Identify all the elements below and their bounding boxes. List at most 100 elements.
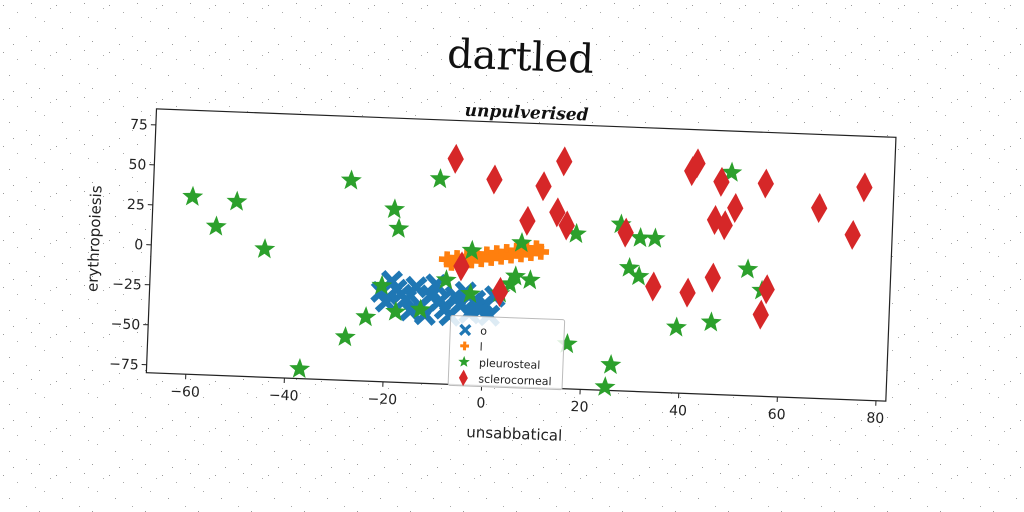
- point-sclerocorneal: [519, 205, 536, 236]
- x-tick-label: 80: [866, 410, 884, 427]
- point-l: [473, 251, 490, 268]
- point-sclerocorneal: [758, 274, 775, 305]
- data-points: [182, 143, 873, 397]
- point-pleurosteal: [628, 265, 650, 286]
- x-tick-label: −20: [367, 391, 397, 408]
- point-pleurosteal: [565, 222, 587, 244]
- point-pleurosteal: [618, 256, 640, 278]
- point-l: [508, 242, 525, 259]
- point-sclerocorneal: [679, 277, 696, 308]
- point-l: [498, 243, 515, 261]
- point-pleurosteal: [629, 226, 651, 248]
- point-pleurosteal: [700, 311, 722, 332]
- point-pleurosteal: [519, 269, 541, 290]
- point-pleurosteal: [384, 198, 406, 219]
- y-tick-label: 25: [127, 197, 145, 214]
- point-sclerocorneal: [844, 219, 861, 250]
- x-tick-label: −60: [170, 384, 200, 401]
- point-pleurosteal: [182, 185, 204, 206]
- point-pleurosteal: [334, 326, 356, 347]
- legend-label: l: [479, 340, 483, 353]
- y-tick-label: −25: [112, 276, 142, 293]
- point-pleurosteal: [594, 376, 616, 397]
- point-sclerocorneal: [491, 276, 509, 307]
- point-sclerocorneal: [556, 146, 573, 177]
- point-pleurosteal: [254, 238, 276, 259]
- point-pleurosteal: [600, 353, 622, 375]
- point-sclerocorneal: [447, 143, 464, 174]
- legend-label: pleurosteal: [479, 356, 541, 371]
- point-sclerocorneal: [704, 262, 721, 293]
- y-tick-label: 50: [128, 157, 146, 174]
- point-pleurosteal: [205, 215, 227, 236]
- point-l: [463, 252, 480, 269]
- point-l: [493, 248, 510, 265]
- axis-ticks: −60 −40 −20 0 20 40 60 80 −75 −50 −25 0 25 50 75: [109, 117, 885, 427]
- point-pleurosteal: [388, 217, 410, 238]
- point-l: [532, 243, 550, 260]
- x-tick-label: 60: [767, 407, 785, 424]
- legend-box: [447, 314, 566, 391]
- point-sclerocorneal: [617, 217, 634, 248]
- point-sclerocorneal: [716, 210, 733, 241]
- point-pleurosteal: [511, 232, 533, 253]
- point-sclerocorneal: [856, 172, 873, 203]
- legend-marker: [458, 355, 470, 367]
- y-tick-label: −50: [110, 316, 140, 333]
- legend-marker: [460, 341, 470, 351]
- point-pleurosteal: [409, 298, 431, 319]
- point-pleurosteal: [644, 227, 666, 248]
- point-l: [513, 246, 530, 263]
- point-pleurosteal: [666, 316, 687, 337]
- point-pleurosteal: [737, 258, 759, 279]
- point-pleurosteal: [610, 213, 632, 234]
- legend-marker: [459, 323, 472, 337]
- point-l: [488, 245, 505, 262]
- y-tick-label: 0: [134, 237, 144, 253]
- point-sclerocorneal: [558, 210, 575, 241]
- point-pleurosteal: [461, 239, 483, 260]
- point-pleurosteal: [340, 169, 362, 190]
- point-pleurosteal: [226, 190, 248, 211]
- point-l: [438, 251, 456, 268]
- point-sclerocorneal: [752, 299, 769, 330]
- y-tick-label: −75: [109, 356, 139, 373]
- point-pleurosteal: [289, 358, 311, 379]
- point-sclerocorneal: [453, 251, 470, 282]
- point-l: [528, 240, 545, 257]
- point-sclerocorneal: [549, 197, 566, 228]
- legend-marker: [458, 369, 468, 387]
- point-sclerocorneal: [757, 168, 774, 199]
- legend-label: o: [480, 325, 487, 338]
- point-l: [478, 246, 495, 263]
- point-l: [503, 247, 520, 264]
- x-tick-label: 40: [669, 403, 687, 420]
- point-sclerocorneal: [706, 205, 724, 236]
- y-axis-label: erythropoiesis: [83, 185, 105, 292]
- point-sclerocorneal: [486, 164, 503, 195]
- point-l: [523, 244, 540, 262]
- point-pleurosteal: [385, 300, 407, 321]
- chart-title: dartled: [446, 31, 594, 83]
- y-tick-label: 75: [130, 117, 148, 134]
- point-o: [389, 283, 413, 306]
- point-sclerocorneal: [727, 193, 744, 223]
- point-sclerocorneal: [535, 171, 552, 202]
- point-pleurosteal: [459, 282, 481, 304]
- plot-area: unpulverised −60 −40 −20 0 20 40 60 80−75−50−25…: [83, 101, 897, 445]
- x-tick-label: −40: [269, 387, 299, 404]
- point-pleurosteal: [429, 168, 451, 189]
- point-sclerocorneal: [645, 271, 662, 302]
- legend-label: sclerocorneal: [478, 372, 552, 388]
- point-sclerocorneal: [689, 148, 706, 179]
- point-l: [448, 250, 465, 267]
- point-pleurosteal: [371, 274, 393, 295]
- point-pleurosteal: [355, 306, 377, 327]
- x-tick-label: 20: [570, 399, 588, 416]
- point-pleurosteal: [435, 269, 457, 290]
- point-l: [483, 249, 500, 266]
- point-o: [404, 275, 428, 299]
- point-sclerocorneal: [811, 193, 828, 224]
